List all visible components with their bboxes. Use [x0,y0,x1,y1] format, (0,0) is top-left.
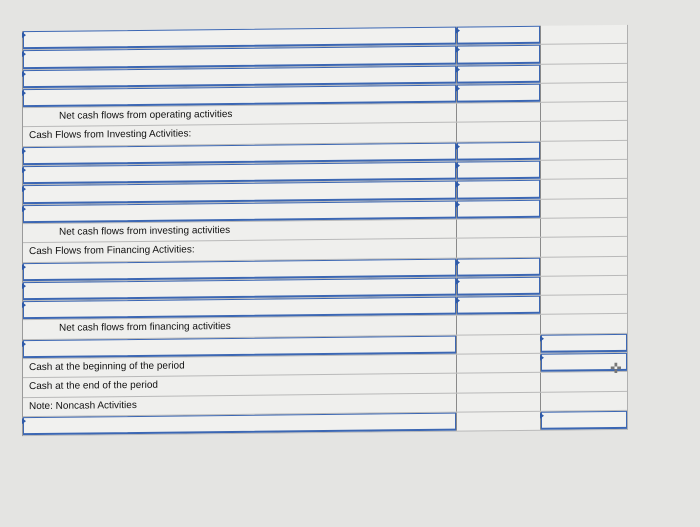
amount-cell[interactable] [457,45,541,65]
amount-cell[interactable] [457,199,541,219]
amount-input[interactable] [457,141,540,161]
total-cell [541,160,627,179]
total-cell [541,83,627,102]
amount-cell[interactable] [457,141,541,161]
amount-input[interactable] [457,25,540,45]
total-cell [541,179,627,198]
amount-cell [457,373,541,393]
total-cell [541,295,627,314]
amount-cell[interactable] [457,160,541,180]
amount-input[interactable] [457,83,540,103]
amount-cell [457,353,541,373]
cash-flow-statement-table: Net cash flows from operating activities… [22,24,628,437]
amount-input[interactable] [457,64,540,84]
total-cell[interactable] [541,410,627,430]
amount-cell [457,218,541,238]
move-cursor-icon: ✜ [610,360,622,376]
amount-input[interactable] [457,180,540,200]
amount-cell[interactable] [457,276,541,296]
total-input[interactable] [541,410,627,430]
amount-cell [457,122,541,142]
total-cell [541,44,627,63]
total-cell [541,25,627,44]
amount-cell [457,315,541,335]
total-cell [541,218,627,237]
total-input[interactable] [541,333,627,353]
total-cell[interactable] [541,333,627,353]
amount-input[interactable] [457,199,540,219]
amount-input[interactable] [457,295,540,316]
amount-cell [457,392,541,412]
total-cell [541,314,627,333]
total-cell [541,237,627,256]
account-name-input[interactable] [23,412,457,436]
amount-cell [457,102,541,123]
amount-cell [457,411,541,431]
total-cell [541,391,627,410]
total-cell [541,102,627,121]
amount-input[interactable] [457,276,540,296]
amount-cell[interactable] [457,64,541,84]
total-cell [541,63,627,82]
dropdown-input[interactable] [23,412,456,436]
amount-cell[interactable] [457,25,541,45]
amount-cell[interactable] [457,180,541,200]
total-cell [541,256,627,275]
amount-cell[interactable] [457,257,541,277]
total-cell [541,141,627,160]
total-cell [541,199,627,218]
amount-cell [457,334,541,354]
total-cell [541,276,627,295]
amount-input[interactable] [457,45,540,65]
amount-cell[interactable] [457,295,541,316]
amount-input[interactable] [457,257,540,277]
amount-input[interactable] [457,160,540,180]
total-cell [541,121,627,140]
amount-cell [457,238,541,258]
amount-cell[interactable] [457,83,541,103]
